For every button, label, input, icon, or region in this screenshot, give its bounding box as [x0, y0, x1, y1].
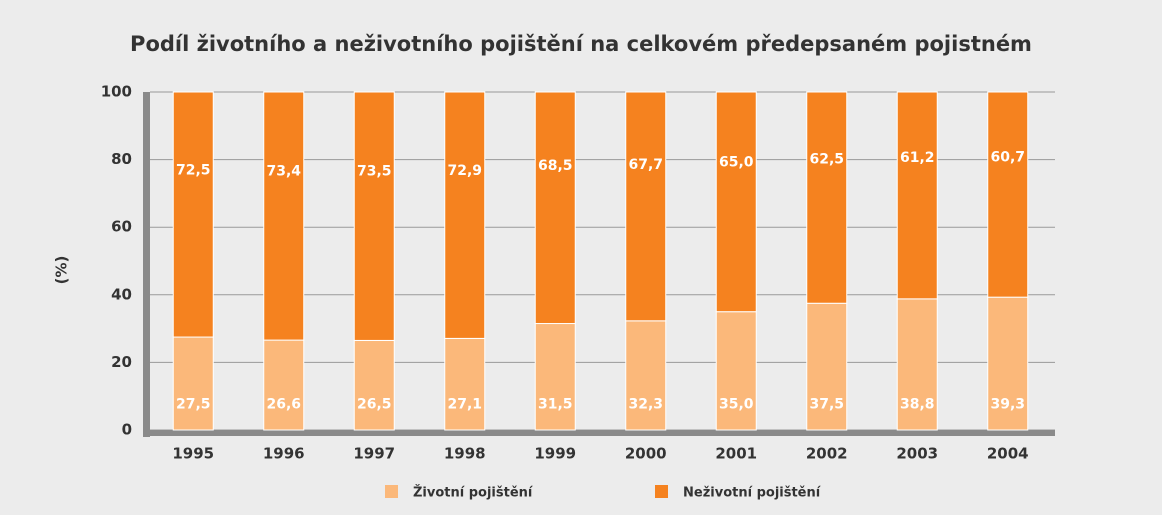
data-label: 35,0	[719, 397, 754, 413]
x-tick-label: 2000	[625, 445, 667, 463]
x-tick-label: 1997	[353, 445, 395, 463]
x-tick-label: 1996	[263, 445, 305, 463]
chart-title: Podíl životního a neživotního pojištění …	[130, 32, 1032, 56]
legend-label: Neživotní pojištění	[683, 486, 822, 501]
data-label: 27,5	[176, 397, 211, 413]
bar-segment	[172, 91, 214, 338]
bar-segment	[534, 323, 576, 431]
data-label: 27,1	[447, 397, 482, 413]
bar-segment	[987, 296, 1029, 431]
data-label: 60,7	[990, 150, 1025, 166]
bar-segment	[444, 91, 486, 339]
y-axis-label: (%)	[53, 256, 71, 285]
x-tick-label: 1998	[444, 445, 486, 463]
data-label: 38,8	[900, 397, 935, 413]
data-label: 67,7	[628, 157, 663, 173]
x-tick-label: 2001	[715, 445, 757, 463]
data-label: 72,9	[447, 163, 482, 179]
bar-segment	[263, 91, 305, 341]
bar-segment	[896, 298, 938, 431]
data-label: 73,5	[357, 163, 392, 179]
data-label: 26,5	[357, 397, 392, 413]
data-label: 73,4	[266, 163, 301, 179]
bar-segment	[806, 91, 848, 304]
x-tick-label: 1995	[172, 445, 214, 463]
data-label: 31,5	[538, 397, 573, 413]
bar-segment	[625, 91, 667, 322]
data-label: 32,3	[628, 397, 663, 413]
data-label: 61,2	[900, 150, 935, 166]
data-label: 62,5	[809, 152, 844, 168]
x-tick-label: 2004	[987, 445, 1029, 463]
bar-segment	[263, 339, 305, 431]
y-tick-label: 20	[111, 353, 132, 371]
bar-segment	[353, 339, 395, 431]
data-label: 65,0	[719, 154, 754, 170]
bar-segment	[444, 337, 486, 431]
bar-segment	[715, 91, 757, 313]
data-label: 68,5	[538, 158, 573, 174]
x-axis	[143, 430, 1055, 436]
data-label: 37,5	[809, 397, 844, 413]
bar-segment	[896, 91, 938, 300]
bar-segment	[625, 320, 667, 431]
y-tick-label: 60	[111, 218, 132, 236]
legend-swatch	[385, 485, 398, 498]
x-tick-label: 2003	[896, 445, 938, 463]
bar-segment	[353, 91, 395, 341]
data-label: 39,3	[990, 397, 1025, 413]
data-label: 26,6	[266, 397, 301, 413]
bar-segment	[172, 336, 214, 431]
bar-segment	[806, 302, 848, 431]
legend-swatch	[655, 485, 668, 498]
y-tick-label: 80	[111, 150, 132, 168]
x-tick-label: 1999	[534, 445, 576, 463]
bar-segment	[534, 91, 576, 325]
legend-label: Životní pojištění	[413, 485, 534, 501]
y-axis	[143, 92, 150, 437]
y-tick-label: 40	[111, 285, 132, 303]
bar-segment	[715, 311, 757, 431]
y-tick-label: 100	[101, 83, 132, 101]
x-tick-label: 2002	[806, 445, 848, 463]
y-tick-label: 0	[122, 421, 132, 439]
bar-segment	[987, 91, 1029, 298]
data-label: 72,5	[176, 162, 211, 178]
